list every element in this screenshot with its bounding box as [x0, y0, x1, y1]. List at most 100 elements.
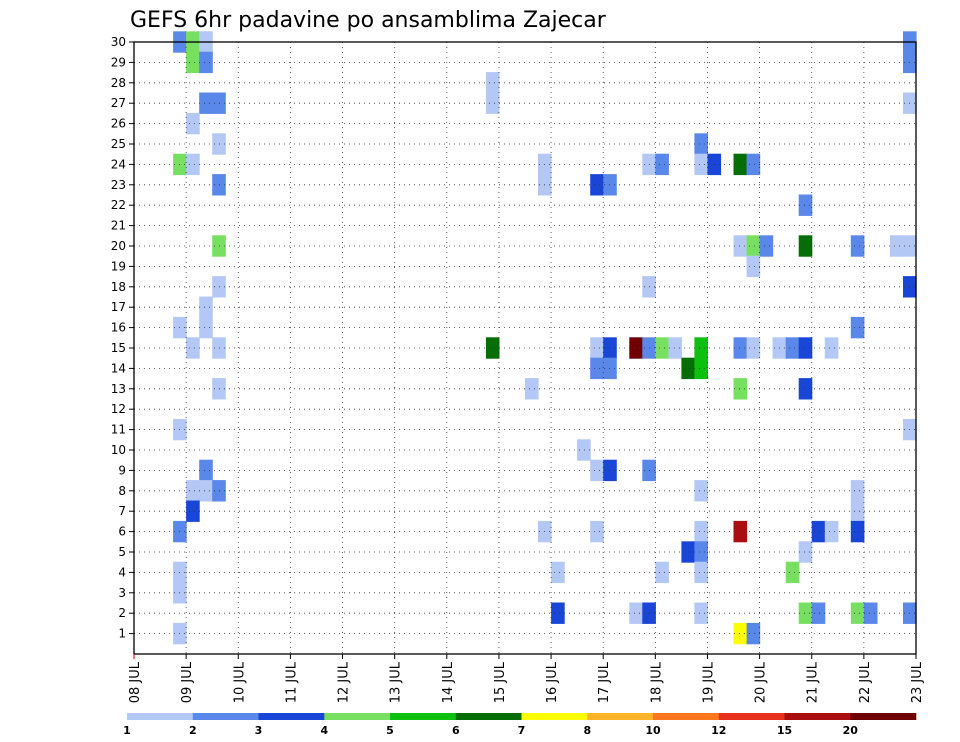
heatmap-cell — [746, 255, 761, 278]
y-tick-label: 11 — [111, 423, 126, 437]
heatmap-cell — [525, 378, 539, 400]
x-tick-label: 23 JUL — [910, 661, 925, 703]
y-tick-label: 1 — [118, 627, 126, 641]
heatmap-cell — [863, 602, 878, 624]
y-tick-label: 25 — [111, 137, 126, 151]
heatmap-cell — [798, 602, 813, 624]
y-tick-label: 6 — [118, 525, 126, 539]
heatmap-cell — [590, 337, 604, 359]
heatmap-cell — [850, 602, 865, 624]
heatmap-cell — [785, 561, 800, 584]
heatmap-cell — [590, 174, 604, 196]
y-tick-label: 19 — [111, 259, 126, 273]
y-tick-label: 12 — [111, 402, 126, 416]
heatmap-cell — [798, 194, 813, 216]
colorbar-label: 20 — [843, 724, 859, 737]
y-tick-label: 2 — [118, 606, 126, 620]
y-tick-label: 29 — [111, 55, 126, 69]
colorbar-swatch — [455, 713, 522, 720]
colorbar-swatch — [521, 713, 588, 720]
y-tick-label: 15 — [111, 341, 126, 355]
heatmap-cell — [485, 337, 500, 359]
colorbar-label: 8 — [583, 724, 591, 737]
y-tick-label: 24 — [111, 157, 126, 171]
heatmap-cell — [655, 561, 669, 584]
x-tick-label: 17 JUL — [597, 661, 612, 703]
heatmap-cell — [733, 622, 748, 645]
y-tick-label: 3 — [118, 586, 126, 600]
heatmap-cell — [199, 316, 213, 339]
colorbar-label: 1 — [123, 724, 131, 737]
x-tick-label: 08 JUL — [128, 661, 143, 703]
y-tick-label: 17 — [111, 300, 126, 314]
y-tick-label: 8 — [118, 484, 126, 498]
y-tick-label: 4 — [118, 565, 126, 579]
y-axis: 1234567891011121314151617181920212223242… — [111, 35, 134, 641]
heatmap-cell — [186, 480, 200, 502]
colorbar-swatch — [653, 713, 719, 720]
heatmap-cell — [785, 337, 800, 359]
heatmap-cell — [186, 51, 200, 74]
y-tick-label: 16 — [111, 321, 126, 335]
heatmap-cell — [850, 235, 865, 257]
colorbar-label: 12 — [711, 724, 726, 737]
x-tick-label: 10 JUL — [232, 661, 247, 703]
x-tick-label: 21 JUL — [806, 661, 821, 703]
y-tick-label: 9 — [118, 463, 126, 477]
colorbar-label: 10 — [645, 724, 661, 737]
heatmap-cell — [186, 153, 200, 176]
heatmap-cell — [199, 296, 213, 318]
x-axis: 08 JUL 09 JUL 10 JUL 11 JUL 12 JUL 13 JUL 14 J… — [128, 654, 925, 703]
heatmap-cell — [577, 439, 591, 461]
colorbar-swatch — [258, 713, 325, 720]
heatmap-cell — [694, 602, 708, 624]
heatmap-cell — [186, 112, 200, 135]
heatmap-cell — [746, 622, 761, 645]
colorbar-swatch — [587, 713, 654, 720]
heatmap-cell — [850, 520, 865, 543]
heatmap-cell — [733, 337, 748, 359]
x-tick-label: 14 JUL — [441, 661, 456, 703]
x-tick-label: 16 JUL — [545, 661, 560, 703]
heatmap-cell — [824, 520, 839, 543]
heatmap-cell — [811, 602, 826, 624]
heatmap-cell — [746, 235, 761, 257]
x-tick-label: 22 JUL — [858, 661, 873, 703]
colorbar-label: 5 — [386, 724, 394, 737]
y-tick-label: 14 — [111, 361, 126, 375]
heatmap-cell — [824, 337, 839, 359]
x-tick-label: 15 JUL — [493, 661, 508, 703]
heatmap-cell — [186, 500, 200, 522]
heatmap-cell — [655, 153, 669, 176]
heatmap-cell — [694, 561, 708, 584]
heatmap-cell — [629, 337, 643, 359]
heatmap-cell — [746, 153, 761, 176]
heatmap-cell — [694, 357, 708, 380]
colorbar-swatch — [850, 713, 917, 720]
colorbar-label: 6 — [452, 724, 460, 737]
heatmap-cell — [681, 541, 695, 563]
heatmap-cell — [199, 51, 213, 74]
heatmap-cell — [199, 92, 213, 114]
heatmap-cell — [759, 235, 774, 257]
heatmap-cell — [798, 235, 813, 257]
heatmap-cell — [694, 520, 708, 543]
heatmap-cell — [746, 337, 761, 359]
heatmap-cell — [668, 337, 682, 359]
heatmap-cell — [694, 337, 708, 359]
colorbar-swatch — [784, 713, 851, 720]
heatmap-cell — [889, 235, 904, 257]
y-tick-label: 20 — [111, 239, 126, 253]
x-tick-label: 20 JUL — [754, 661, 769, 703]
y-tick-label: 13 — [111, 382, 126, 396]
heatmap-cell — [485, 92, 500, 114]
colorbar-label: 7 — [518, 724, 526, 737]
y-tick-label: 18 — [111, 280, 126, 294]
heatmap-cell — [629, 602, 643, 624]
y-tick-label: 21 — [111, 219, 126, 233]
x-tick-label: 11 JUL — [284, 661, 299, 703]
y-tick-label: 27 — [111, 96, 126, 110]
heatmap-cell — [733, 153, 748, 176]
heatmap-cell — [551, 561, 565, 584]
